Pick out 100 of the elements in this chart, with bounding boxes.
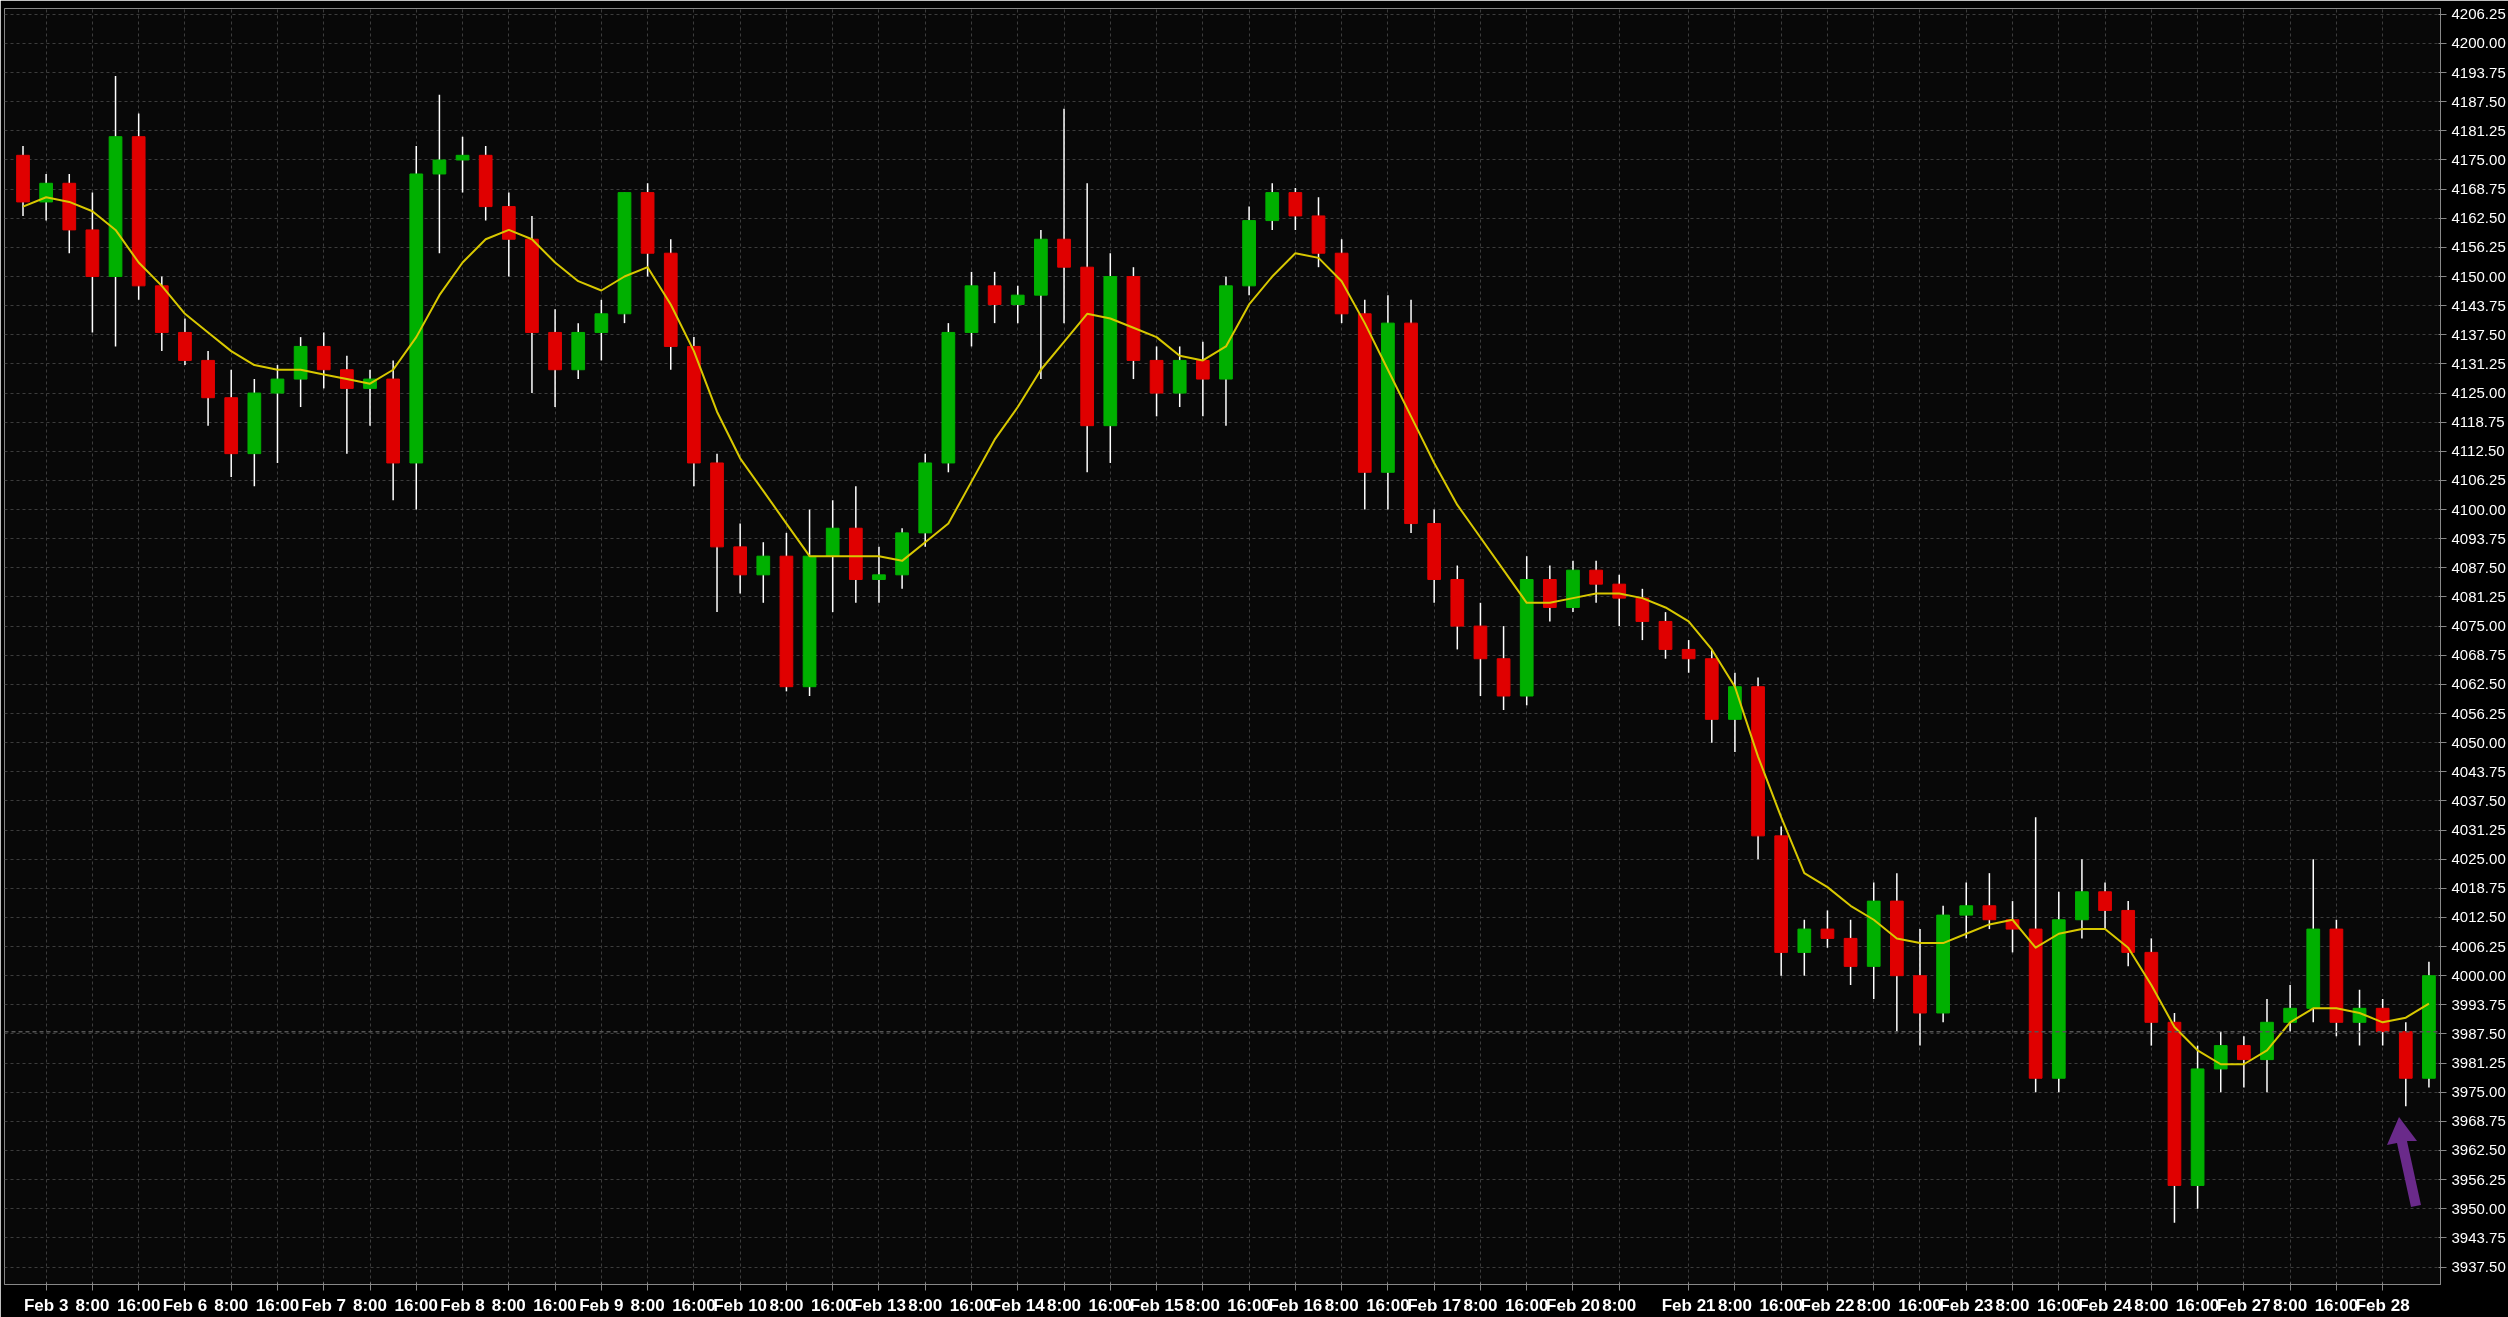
- y-tick-label: 3981.25: [2451, 1054, 2506, 1072]
- candlestick: [756, 541, 771, 604]
- y-tick-label: 4012.50: [2451, 908, 2506, 926]
- y-tick-label: 3937.50: [2451, 1258, 2506, 1276]
- x-tick-label: 8:00: [491, 1295, 526, 1315]
- y-tick-label: 4043.75: [2451, 762, 2506, 780]
- candlestick: [1635, 588, 1650, 641]
- x-tick-label: 8:00: [2273, 1295, 2308, 1315]
- x-tick-label: Feb 6: [162, 1295, 208, 1315]
- y-tick-label: 4187.50: [2451, 92, 2506, 110]
- y-tick-label: 3975.00: [2451, 1083, 2506, 1101]
- y-tick-label: 4118.75: [2451, 413, 2505, 431]
- x-tick-label: Feb 23: [1939, 1295, 1994, 1315]
- x-tick-label: Feb 22: [1800, 1295, 1855, 1315]
- x-tick-label: 16:00: [394, 1295, 439, 1315]
- y-tick-label: 3962.50: [2451, 1141, 2506, 1159]
- x-tick-label: 16:00: [1759, 1295, 1803, 1315]
- x-tick-label: Feb 8: [440, 1295, 485, 1315]
- candlestick: [2098, 881, 2112, 930]
- y-tick-label: 4112.50: [2451, 442, 2505, 460]
- y-tick-label: 4181.25: [2451, 121, 2506, 139]
- y-tick-label: 4025.00: [2451, 850, 2506, 868]
- y-tick-label: 3943.75: [2451, 1228, 2506, 1246]
- candlestick: [1589, 560, 1603, 604]
- x-tick-label: 8:00: [1463, 1295, 1498, 1315]
- candlestick: [594, 299, 609, 362]
- x-tick-label: 16:00: [810, 1295, 855, 1315]
- x-tick-label: 8:00: [1047, 1295, 1082, 1315]
- x-tick-label: Feb 21: [1661, 1295, 1716, 1315]
- x-tick-label: 8:00: [630, 1295, 665, 1315]
- x-tick-label: 8:00: [1995, 1295, 2030, 1315]
- y-tick-label: 3993.75: [2451, 995, 2506, 1013]
- x-tick-label: 16:00: [1898, 1295, 1942, 1315]
- y-tick-label: 4162.50: [2451, 209, 2506, 227]
- y-tick-label: 4137.50: [2451, 325, 2506, 343]
- y-tick-label: 4050.00: [2451, 733, 2506, 751]
- y-tick-label: 4000.00: [2451, 966, 2506, 984]
- candlestick: [1959, 881, 1974, 940]
- x-tick-label: 8:00: [353, 1295, 388, 1315]
- x-tick-label: 16:00: [1227, 1295, 1271, 1315]
- y-tick-label: 4062.50: [2451, 675, 2506, 693]
- x-tick-label: Feb 7: [301, 1295, 346, 1315]
- x-tick-label: 16:00: [255, 1295, 300, 1315]
- y-tick-label: 4037.50: [2451, 791, 2506, 809]
- x-tick-label: 8:00: [1185, 1295, 1220, 1315]
- x-tick-label: 16:00: [1366, 1295, 1410, 1315]
- y-tick-label: 4156.25: [2451, 238, 2506, 256]
- y-tick-label: 3950.00: [2451, 1199, 2506, 1217]
- candlestick: [455, 135, 470, 194]
- x-tick-label: Feb 3: [23, 1295, 69, 1315]
- x-tick-label: 16:00: [2175, 1295, 2220, 1315]
- x-tick-label: 8:00: [908, 1295, 943, 1315]
- y-tick-label: 4175.00: [2451, 150, 2506, 168]
- y-tick-label: 4131.25: [2451, 354, 2506, 372]
- x-tick-label: Feb 17: [1407, 1295, 1462, 1315]
- candlestick: [2237, 1035, 2251, 1089]
- candlestick: [39, 173, 53, 222]
- x-tick-label: 16:00: [672, 1295, 716, 1315]
- y-tick-label: 3987.50: [2451, 1024, 2506, 1042]
- candlestick: [270, 364, 285, 464]
- candlestick: [316, 331, 331, 390]
- x-tick-label: 16:00: [533, 1295, 577, 1315]
- x-tick-label: Feb 10: [713, 1295, 768, 1315]
- candlestick: [1195, 341, 1210, 418]
- candlestick: [1010, 285, 1025, 324]
- x-tick-label: Feb 13: [852, 1295, 906, 1315]
- x-tick-label: Feb 20: [1546, 1295, 1600, 1315]
- candlestick: [1982, 872, 1997, 930]
- candlestick: [1797, 919, 1812, 977]
- x-tick-label: 8:00: [1602, 1295, 1637, 1315]
- x-tick-label: 8:00: [1324, 1295, 1359, 1315]
- y-tick-label: 4143.75: [2451, 296, 2506, 314]
- y-tick-label: 3968.75: [2451, 1112, 2506, 1130]
- y-tick-label: 4100.00: [2451, 500, 2506, 518]
- y-tick-label: 4006.25: [2451, 937, 2506, 955]
- y-tick-label: 4200.00: [2451, 34, 2506, 52]
- y-tick-label: 4068.75: [2451, 646, 2506, 664]
- y-tick-label: 4125.00: [2451, 384, 2506, 402]
- x-tick-label: Feb 16: [1268, 1295, 1323, 1315]
- candlestick: [1288, 187, 1303, 231]
- x-tick-label: 8:00: [769, 1295, 804, 1315]
- candlestick: [1820, 909, 1835, 949]
- y-tick-label: 4193.75: [2451, 63, 2506, 81]
- y-tick-label: 4087.50: [2451, 558, 2506, 576]
- y-tick-label: 4018.75: [2451, 879, 2506, 897]
- x-tick-label: 8:00: [1717, 1295, 1752, 1315]
- y-tick-label: 4168.75: [2451, 180, 2506, 198]
- candlestick: [2213, 1030, 2228, 1093]
- y-tick-label: 3956.25: [2451, 1170, 2506, 1188]
- x-tick-label: 8:00: [1856, 1295, 1891, 1315]
- x-tick-label: 16:00: [116, 1295, 161, 1315]
- candlestick: [2283, 984, 2297, 1033]
- x-tick-label: Feb 9: [579, 1295, 624, 1315]
- x-tick-label: 8:00: [2134, 1295, 2169, 1315]
- y-tick-label: 4075.00: [2451, 617, 2506, 635]
- candlestick: [872, 546, 886, 604]
- y-tick-label: 4081.25: [2451, 587, 2506, 605]
- candlestick: [987, 271, 1002, 324]
- x-tick-label: 8:00: [75, 1295, 110, 1315]
- y-tick-label: 4106.25: [2451, 471, 2506, 489]
